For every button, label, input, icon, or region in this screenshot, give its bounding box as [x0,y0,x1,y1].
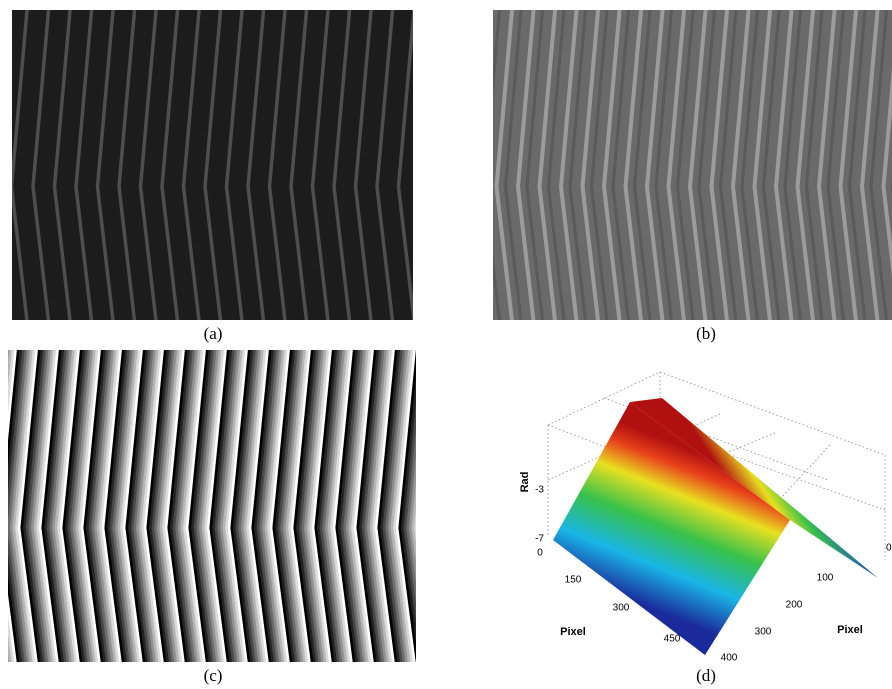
z-tick-label: -7 [535,534,544,545]
fringe [418,345,436,667]
image-a [12,10,413,320]
fringe [426,345,444,667]
y-tick-label: 200 [786,600,803,611]
x-axis-label: Pixel [560,626,586,638]
fringe [439,345,457,667]
y-tick-label: 300 [755,627,772,638]
x-tick-label: 150 [565,575,582,586]
fringe [429,345,447,667]
figure: (a) (b) (c) (d) Rad -3 -7 0 150 300 450 … [0,0,892,689]
caption: (c) [204,666,223,685]
x-tick-label: 0 [537,548,543,559]
y-axis-label: Pixel [837,624,863,636]
fringe [416,345,434,667]
caption: (b) [696,324,716,343]
x-tick-label: 450 [664,634,681,645]
z-axis-label: Rad [519,472,531,493]
y-tick-label: 0 [886,543,892,554]
caption: (d) [696,666,716,685]
y-tick-label: 100 [817,573,834,584]
fringe [424,345,442,667]
fringe [0,345,3,667]
fringe [475,5,491,325]
fringe [437,345,455,667]
fringe [0,345,9,667]
fringe [434,345,452,667]
fringe [420,5,436,325]
fringe [421,345,439,667]
fringe [0,5,6,325]
z-tick-label: -3 [535,485,544,496]
wrapped-phase [0,345,457,667]
y-tick-label: 400 [721,653,738,664]
x-tick-label: 300 [613,603,630,614]
surface-front [553,402,790,655]
fringe [432,345,450,667]
caption: (a) [204,324,223,343]
fringe [0,345,6,667]
fringe [0,345,1,667]
